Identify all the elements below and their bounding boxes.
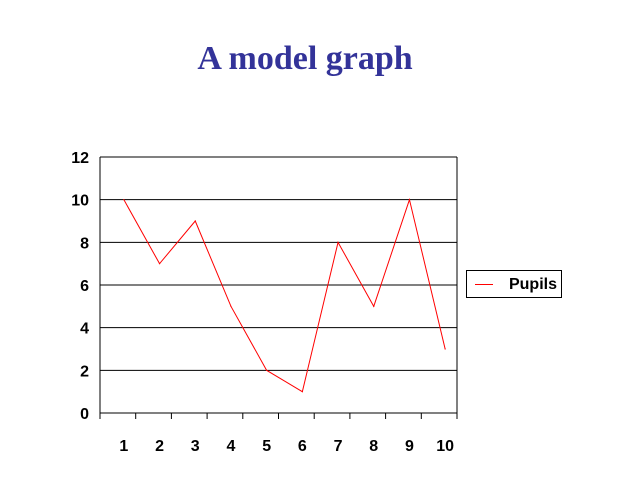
x-tick-label: 8: [369, 438, 378, 455]
data-point: [158, 263, 161, 265]
legend-swatch-pupils: [475, 284, 493, 285]
axes: [99, 157, 458, 419]
data-point: [444, 348, 446, 350]
x-tick-label: 1: [119, 438, 128, 455]
data-point: [266, 369, 268, 371]
y-tick-label: 2: [80, 363, 89, 380]
x-tick-label: 4: [226, 438, 235, 455]
data-point: [194, 220, 196, 222]
data-point: [230, 305, 232, 307]
legend-label-pupils: Pupils: [508, 276, 557, 293]
series-layer: [123, 197, 446, 393]
x-tick-label: 2: [155, 438, 164, 455]
data-point: [123, 199, 125, 201]
series-line-pupils: [123, 197, 446, 393]
data-point: [337, 241, 339, 243]
x-tick-label: 5: [262, 438, 271, 455]
legend: Pupils: [466, 270, 562, 298]
x-tick-label: 7: [334, 438, 343, 455]
y-tick-label: 8: [80, 235, 89, 252]
x-tick-labels: 1 2 3 4 5 6 7 8 9 10: [119, 438, 454, 455]
data-point: [373, 305, 375, 307]
chart-title: A model graph: [197, 40, 413, 77]
y-tick-labels: 0 2 4 6 8 10 12: [71, 150, 89, 423]
x-tick-label: 6: [298, 438, 307, 455]
y-tick-label: 0: [80, 406, 89, 423]
y-tick-label: 6: [80, 278, 89, 295]
x-tick-label: 3: [191, 438, 200, 455]
data-point: [301, 391, 303, 393]
x-tick-label: 10: [436, 438, 454, 455]
x-tick-label: 9: [405, 438, 414, 455]
y-tick-label: 12: [71, 150, 89, 167]
gridlines: [100, 156, 457, 371]
y-tick-label: 4: [80, 321, 89, 338]
data-point: [408, 199, 411, 201]
y-tick-label: 10: [71, 193, 89, 210]
